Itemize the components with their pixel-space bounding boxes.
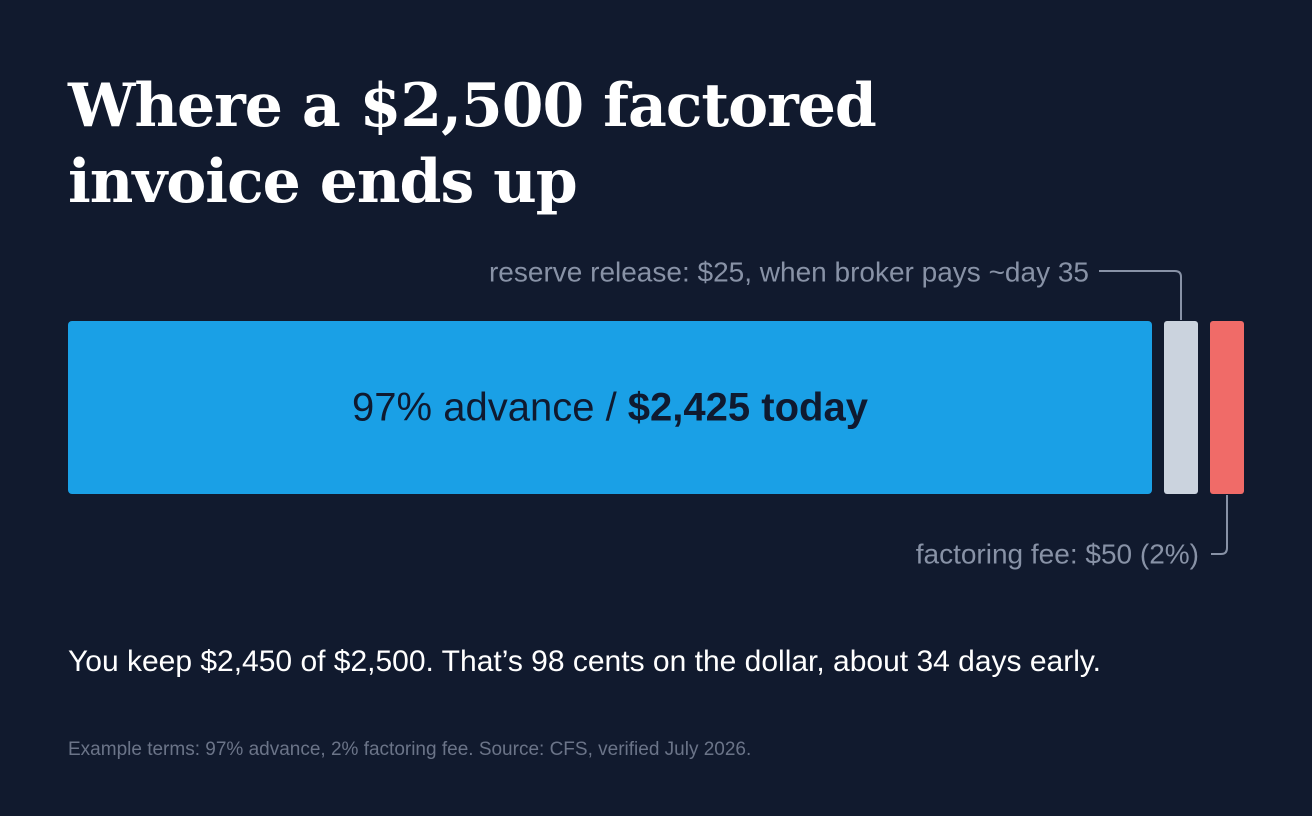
annotation-reserve: reserve release: $25, when broker pays ~… (489, 257, 1089, 288)
bar-label-advance: 97% advance / $2,425 today (352, 386, 869, 430)
bar-label-advance-amount: $2,425 today (628, 386, 869, 430)
bar-segment-advance (68, 321, 1152, 494)
chart-title-line-1: Where a $2,500 factored (68, 71, 877, 141)
bar-label-advance-prefix: 97% advance / (352, 386, 628, 430)
annotation-leader-reserve (1099, 270, 1182, 320)
annotation-leader-fee (1211, 495, 1228, 555)
summary-text: You keep $2,450 of $2,500. That’s 98 cen… (68, 645, 1101, 678)
bar-segment-reserve (1164, 321, 1198, 494)
annotation-fee: factoring fee: $50 (2%) (916, 539, 1199, 570)
bar-segment-fee (1210, 321, 1244, 494)
chart-title-line-2: invoice ends up (68, 147, 578, 217)
chart-title: Where a $2,500 factored invoice ends up (68, 68, 968, 220)
source-note: Example terms: 97% advance, 2% factoring… (68, 739, 752, 760)
